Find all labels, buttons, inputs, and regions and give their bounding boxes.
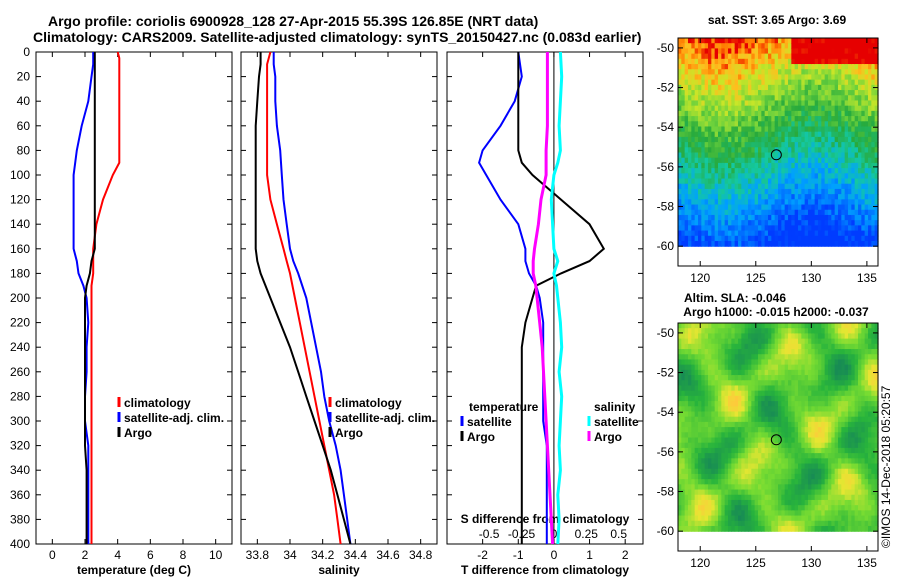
- y-tick-label: 320: [10, 439, 30, 453]
- y-tick-label: 380: [10, 512, 30, 526]
- x-tick-label: 34.2: [311, 548, 335, 562]
- y-tick-label: -54: [657, 120, 675, 134]
- y-tick-label: 100: [10, 168, 30, 182]
- map-title-sst: sat. SST: 3.65 Argo: 3.69: [708, 13, 847, 27]
- x-tick-label: -1: [513, 548, 524, 562]
- y-tick-label: 120: [10, 193, 30, 207]
- y-tick-label: 240: [10, 340, 30, 354]
- series-line-argo: [256, 52, 351, 544]
- x-tick-label: 1: [586, 548, 593, 562]
- legend-label-argo_s: Argo: [594, 430, 622, 444]
- x-tick-label: 34: [283, 548, 297, 562]
- plot-frame: [36, 52, 232, 544]
- x-tick-label: 0: [551, 548, 558, 562]
- difference-panel: -2 -1 0 1 2T difference from climatology S di…: [447, 52, 643, 577]
- x-tick-label: 34.8: [409, 548, 433, 562]
- y-tick-label: 400: [10, 537, 30, 551]
- legend-label-argo: Argo: [335, 426, 363, 440]
- legend-label-satellite: satellite-adj. clim.: [335, 411, 435, 425]
- y-tick-label: 260: [10, 365, 30, 379]
- y-tick-label: 300: [10, 414, 30, 428]
- y-tick-label: 340: [10, 463, 30, 477]
- y-tick-label: 280: [10, 389, 30, 403]
- y-tick-label: 220: [10, 316, 30, 330]
- legend-label-sat_s: satellite: [594, 415, 639, 429]
- y-tick-label: -60: [657, 239, 675, 253]
- x-tick-label: -2: [477, 548, 488, 562]
- y-tick-label: 180: [10, 266, 30, 280]
- x-tick-label: 34.6: [376, 548, 400, 562]
- heatmap-cells: [678, 38, 879, 247]
- x-tick-label: 34.4: [344, 548, 368, 562]
- series-line-satellite: [274, 52, 351, 544]
- y-tick-label: -56: [657, 160, 675, 174]
- x-axis-label: salinity: [318, 563, 360, 577]
- x-tick-label: 0: [49, 548, 56, 562]
- series-line-climatology: [267, 52, 341, 544]
- title-line-2: Climatology: CARS2009. Satellite-adjuste…: [33, 29, 641, 45]
- x-axis-label: temperature (deg C): [77, 563, 191, 577]
- secondary-x-tick-label: -0.5: [479, 527, 500, 541]
- legend-label-satellite: satellite-adj. clim.: [124, 411, 224, 425]
- y-tick-label: -58: [657, 200, 675, 214]
- heatmap-cells: [678, 323, 879, 532]
- x-tick-label: 130: [801, 271, 821, 285]
- series-line-satellite: [74, 52, 94, 544]
- plot-frame: [447, 52, 643, 544]
- watermark: ©IMOS 14-Dec-2018 05:20:57: [879, 385, 893, 548]
- y-tick-label: 140: [10, 217, 30, 231]
- secondary-x-axis-label: S difference from climatology: [461, 512, 630, 526]
- x-tick-label: 33.8: [246, 548, 270, 562]
- legend-label-climatology: climatology: [335, 396, 402, 410]
- series-line-argo_s: [533, 52, 552, 544]
- y-tick-label: 200: [10, 291, 30, 305]
- x-tick-label: 2: [82, 548, 89, 562]
- y-tick-label: 360: [10, 488, 30, 502]
- x-tick-label: 120: [690, 271, 710, 285]
- y-tick-label: 60: [17, 119, 31, 133]
- x-tick-label: 4: [114, 548, 121, 562]
- y-tick-label: -52: [657, 81, 675, 95]
- salinity-panel: 33.8 34 34.2 34.4 34.6 34.8 salinity climatolog…: [241, 52, 437, 577]
- y-tick-label: -50: [657, 41, 675, 55]
- x-tick-label: 8: [180, 548, 187, 562]
- legend-label-argo: Argo: [124, 426, 152, 440]
- title-line-1: Argo profile: coriolis 6900928_128 27-Ap…: [48, 13, 538, 29]
- legend-label-climatology: climatology: [124, 396, 191, 410]
- secondary-x-tick-label: 0.25: [575, 527, 599, 541]
- series-line-sat_s: [551, 52, 561, 544]
- secondary-x-tick-label: 0.5: [610, 527, 627, 541]
- y-tick-label: 20: [17, 70, 31, 84]
- x-tick-label: 6: [147, 548, 154, 562]
- x-tick-label: 135: [857, 271, 877, 285]
- x-tick-label: 125: [746, 271, 766, 285]
- x-tick-label: 10: [209, 548, 223, 562]
- y-tick-label: 0: [23, 45, 30, 59]
- y-tick-label: 80: [17, 143, 31, 157]
- x-axis-label: T difference from climatology: [461, 563, 629, 577]
- legend-label-satellite: satellite: [467, 415, 512, 429]
- legend-label-argo: Argo: [467, 430, 495, 444]
- y-tick-label: 160: [10, 242, 30, 256]
- legend-title-temperature: temperature: [469, 400, 539, 414]
- x-tick-label: 2: [622, 548, 629, 562]
- y-tick-label: 40: [17, 94, 31, 108]
- legend-title-salinity: salinity: [594, 400, 636, 414]
- sst-map-panel: 120 125 130 135 -50 -52 -54 -56 -58 -60 sat. SST: …: [657, 13, 879, 285]
